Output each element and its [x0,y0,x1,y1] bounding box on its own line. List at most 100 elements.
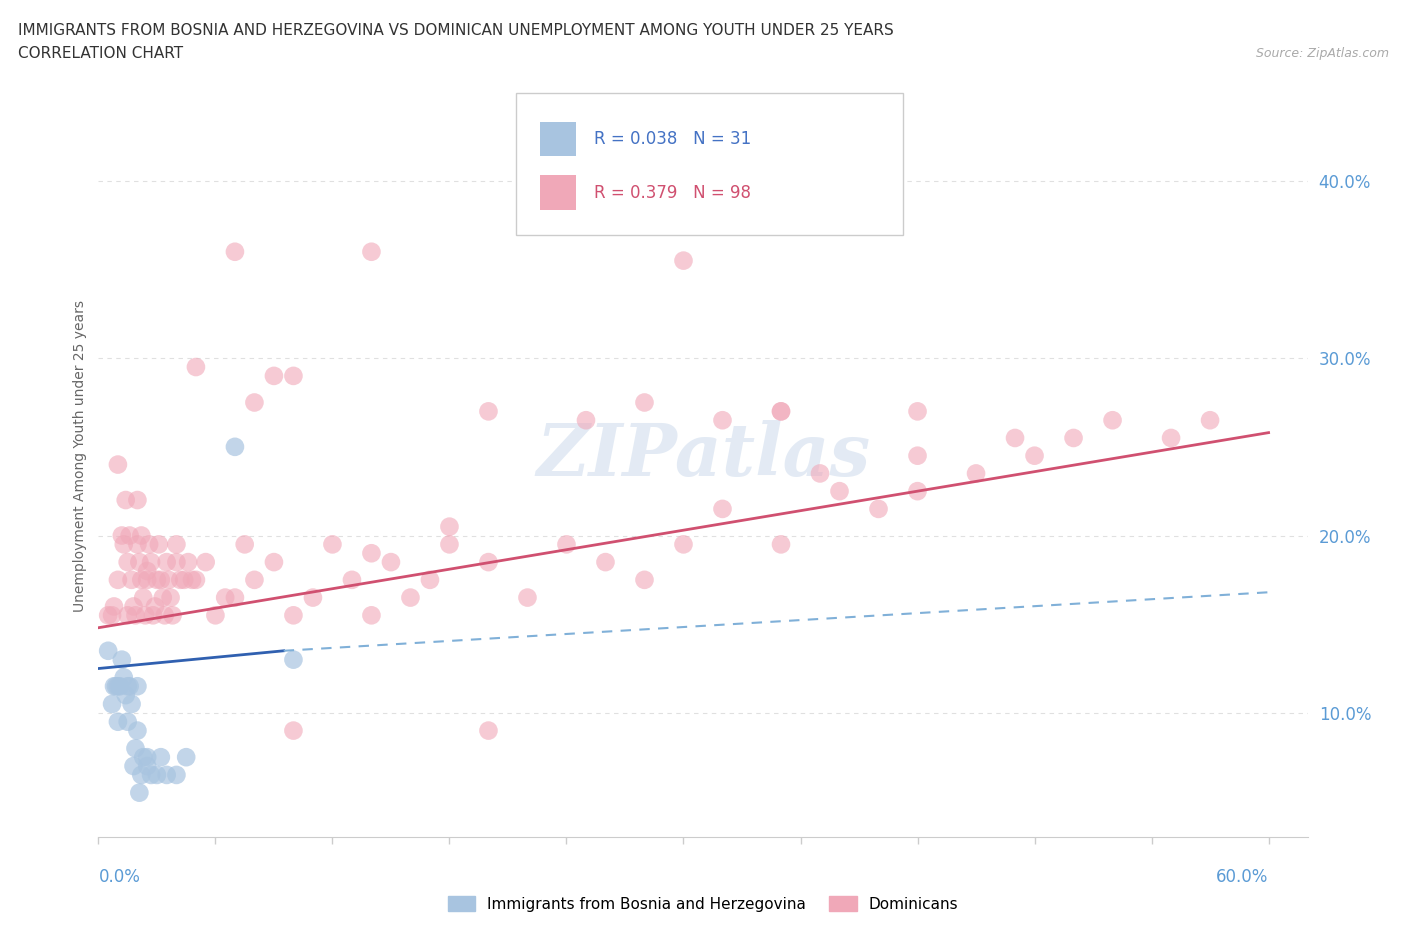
Bar [540,122,576,156]
Point [122,599,145,614]
Point [139,767,162,782]
Point [159,591,181,605]
Point [555,537,578,551]
Point [112,670,135,684]
Point [121,697,143,711]
Point [128,785,150,800]
Point [117,679,139,694]
Point [907,404,929,418]
Point [224,245,246,259]
Point [107,458,129,472]
Point [146,572,169,587]
Point [672,253,695,268]
Point [321,537,343,551]
Point [108,679,131,694]
Point [181,572,204,587]
Point [132,750,155,764]
Point [149,750,172,764]
Point [1024,448,1046,463]
Point [139,554,162,569]
Point [360,608,382,623]
Point [136,759,159,774]
Point [769,537,792,551]
Point [136,572,159,587]
Point [1160,431,1182,445]
Point [263,368,285,383]
Point [156,767,179,782]
Point [174,750,197,764]
Point [107,572,129,587]
Point [340,572,363,587]
Point [380,554,402,569]
Legend: Immigrants from Bosnia and Herzegovina, Dominicans: Immigrants from Bosnia and Herzegovina, … [441,889,965,918]
Point [165,537,187,551]
Point [360,245,382,259]
Point [107,679,129,694]
Point [633,572,655,587]
Point [127,724,149,738]
Point [516,209,538,224]
FancyBboxPatch shape [516,94,903,234]
Point [575,413,598,428]
Point [868,501,890,516]
Point [204,608,226,623]
Text: R = 0.038   N = 31: R = 0.038 N = 31 [595,130,751,148]
Point [243,395,266,410]
Point [1004,431,1026,445]
Point [124,608,146,623]
Point [162,608,184,623]
Point [103,679,125,694]
Point [143,599,166,614]
Point [124,741,146,756]
Point [101,697,124,711]
Point [477,724,499,738]
Point [152,591,174,605]
Point [233,537,256,551]
Point [157,572,180,587]
Point [477,554,499,569]
Point [97,608,120,623]
Point [243,572,266,587]
Point [214,591,236,605]
Point [131,767,153,782]
Point [808,466,831,481]
Point [283,368,305,383]
Point [516,591,538,605]
Point [224,439,246,454]
Point [127,493,149,508]
Point [104,679,127,694]
Point [1063,431,1085,445]
Point [184,360,207,375]
Point [184,572,207,587]
Text: CORRELATION CHART: CORRELATION CHART [18,46,183,61]
Point [148,537,170,551]
Point [142,608,165,623]
Point [828,484,851,498]
Point [103,599,125,614]
Point [711,501,734,516]
Point [131,572,153,587]
Text: R = 0.379   N = 98: R = 0.379 N = 98 [595,183,751,202]
Point [165,554,187,569]
Point [165,767,187,782]
Point [117,714,139,729]
Point [111,652,134,667]
Point [769,404,792,418]
Point [169,572,191,587]
Point [177,554,200,569]
Point [122,759,145,774]
Point [633,395,655,410]
Point [114,687,136,702]
Point [360,546,382,561]
Point [224,591,246,605]
Point [97,644,120,658]
Point [1101,413,1123,428]
Point [101,608,124,623]
Point [117,608,139,623]
Point [907,484,929,498]
Point [118,528,141,543]
Point [112,537,135,551]
Point [173,572,195,587]
Point [595,554,617,569]
Point [107,714,129,729]
